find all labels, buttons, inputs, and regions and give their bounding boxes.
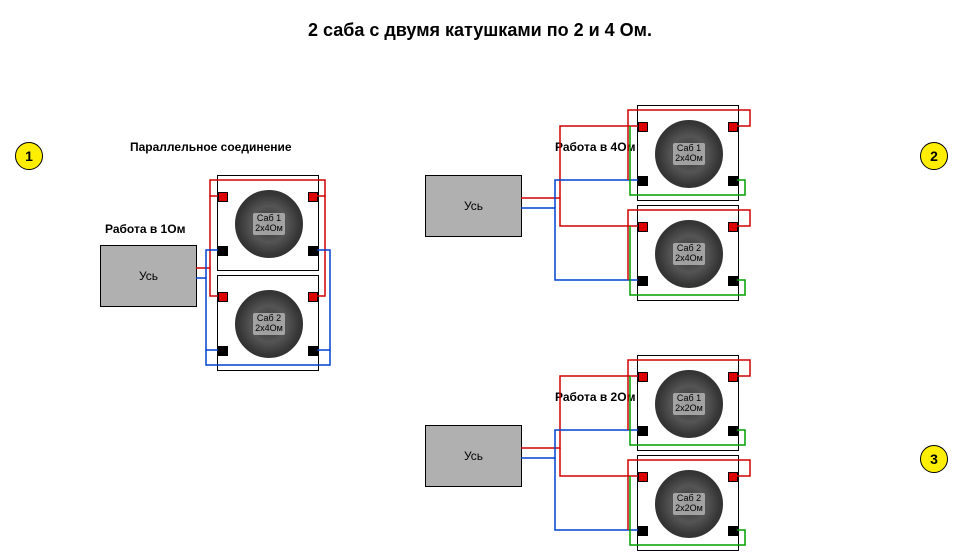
term — [308, 292, 318, 302]
speaker-3b-label: Саб 22х2Ом — [673, 493, 705, 515]
amp-2: Усь — [425, 175, 522, 237]
speaker-1b: Саб 22х4Ом — [235, 290, 303, 358]
speaker-2b: Саб 22х4Ом — [655, 220, 723, 288]
term — [728, 276, 738, 286]
label-mode2: Работа в 4Ом — [555, 140, 635, 154]
label-parallel: Параллельное соединение — [130, 140, 292, 154]
term — [638, 372, 648, 382]
term — [728, 122, 738, 132]
term — [638, 176, 648, 186]
speaker-3a-label: Саб 12х2Ом — [673, 393, 705, 415]
speaker-1b-label: Саб 22х4Ом — [253, 313, 285, 335]
term — [728, 222, 738, 232]
term — [638, 222, 648, 232]
badge-2: 2 — [920, 142, 948, 170]
term — [638, 122, 648, 132]
term — [308, 246, 318, 256]
label-mode3: Работа в 2Ом — [555, 390, 635, 404]
speaker-2b-label: Саб 22х4Ом — [673, 243, 705, 265]
term — [728, 426, 738, 436]
term — [638, 526, 648, 536]
term — [218, 292, 228, 302]
speaker-2a-label: Саб 12х4Ом — [673, 143, 705, 165]
speaker-1a-label: Саб 12х4Ом — [253, 213, 285, 235]
term — [218, 246, 228, 256]
term — [728, 372, 738, 382]
term — [728, 526, 738, 536]
speaker-2a: Саб 12х4Ом — [655, 120, 723, 188]
term — [308, 346, 318, 356]
term — [638, 276, 648, 286]
term — [638, 426, 648, 436]
amp-1: Усь — [100, 245, 197, 307]
term — [218, 192, 228, 202]
speaker-3b: Саб 22х2Ом — [655, 470, 723, 538]
badge-3: 3 — [920, 445, 948, 473]
term — [218, 346, 228, 356]
page-title: 2 саба с двумя катушками по 2 и 4 Ом. — [0, 20, 960, 41]
speaker-3a: Саб 12х2Ом — [655, 370, 723, 438]
term — [308, 192, 318, 202]
badge-1: 1 — [15, 142, 43, 170]
label-mode1: Работа в 1Ом — [105, 222, 185, 236]
amp-3: Усь — [425, 425, 522, 487]
term — [728, 176, 738, 186]
speaker-1a: Саб 12х4Ом — [235, 190, 303, 258]
term — [638, 472, 648, 482]
term — [728, 472, 738, 482]
